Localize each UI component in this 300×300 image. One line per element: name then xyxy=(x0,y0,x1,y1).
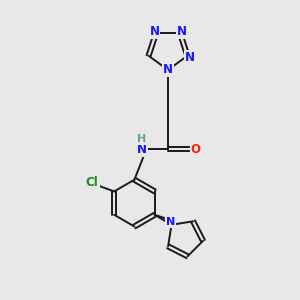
Text: N: N xyxy=(137,142,147,156)
Text: N: N xyxy=(163,63,173,76)
Text: H: H xyxy=(137,134,146,145)
Text: N: N xyxy=(185,51,195,64)
Text: N: N xyxy=(149,25,160,38)
Text: O: O xyxy=(190,142,201,156)
Text: N: N xyxy=(176,25,187,38)
Text: N: N xyxy=(166,217,176,227)
Text: Cl: Cl xyxy=(86,176,99,190)
